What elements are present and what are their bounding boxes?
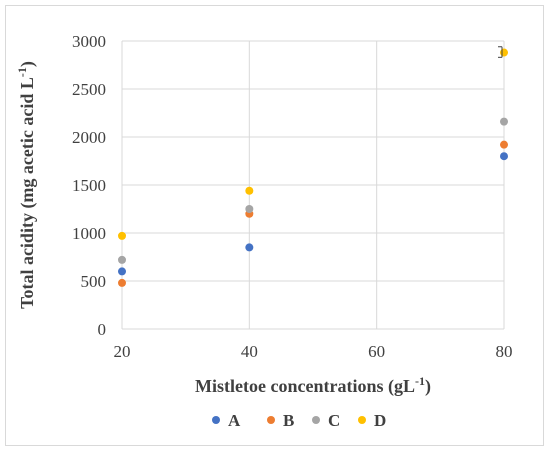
y-axis-title: Total acidity (mg acetic acid L-1) xyxy=(15,61,38,309)
data-point-a xyxy=(245,243,254,252)
x-axis-title: Mistletoe concentrations (gL-1) xyxy=(195,374,431,397)
y-tick-label: 2500 xyxy=(72,80,106,99)
data-point-a xyxy=(500,152,508,161)
legend-label-b: B xyxy=(283,411,294,430)
y-tick-label: 1000 xyxy=(72,224,106,243)
legend-marker-b xyxy=(267,416,275,424)
gridlines xyxy=(121,40,505,330)
x-tick-label: 20 xyxy=(114,342,131,361)
y-tick-label: 500 xyxy=(81,272,107,291)
legend-label-c: C xyxy=(328,411,340,430)
data-points xyxy=(118,48,508,287)
legend-marker-d xyxy=(358,416,366,424)
data-point-b xyxy=(500,140,508,149)
y-tick-label: 1500 xyxy=(72,176,106,195)
x-tick-label: 80 xyxy=(496,342,513,361)
data-point-d xyxy=(500,48,508,57)
error-bars xyxy=(498,46,503,58)
legend-marker-c xyxy=(312,416,320,424)
legend: A B C D xyxy=(212,411,386,430)
data-point-c xyxy=(245,205,254,213)
y-tick-label: 2000 xyxy=(72,128,106,147)
data-point-c xyxy=(500,117,508,126)
legend-label-a: A xyxy=(228,411,241,430)
x-tick-labels: 20 40 60 80 xyxy=(114,342,513,361)
y-tick-label: 0 xyxy=(98,320,107,339)
x-tick-label: 60 xyxy=(368,342,385,361)
data-point-c xyxy=(118,255,126,264)
chart-frame xyxy=(5,5,544,446)
data-point-d xyxy=(118,231,126,240)
x-tick-label: 40 xyxy=(241,342,258,361)
legend-marker-a xyxy=(212,416,220,424)
legend-label-d: D xyxy=(374,411,386,430)
data-point-a xyxy=(118,267,126,276)
data-point-b xyxy=(118,278,126,287)
data-point-d xyxy=(245,186,254,195)
y-tick-labels: 0 500 1000 1500 2000 2500 3000 xyxy=(72,32,106,339)
y-tick-label: 3000 xyxy=(72,32,106,51)
